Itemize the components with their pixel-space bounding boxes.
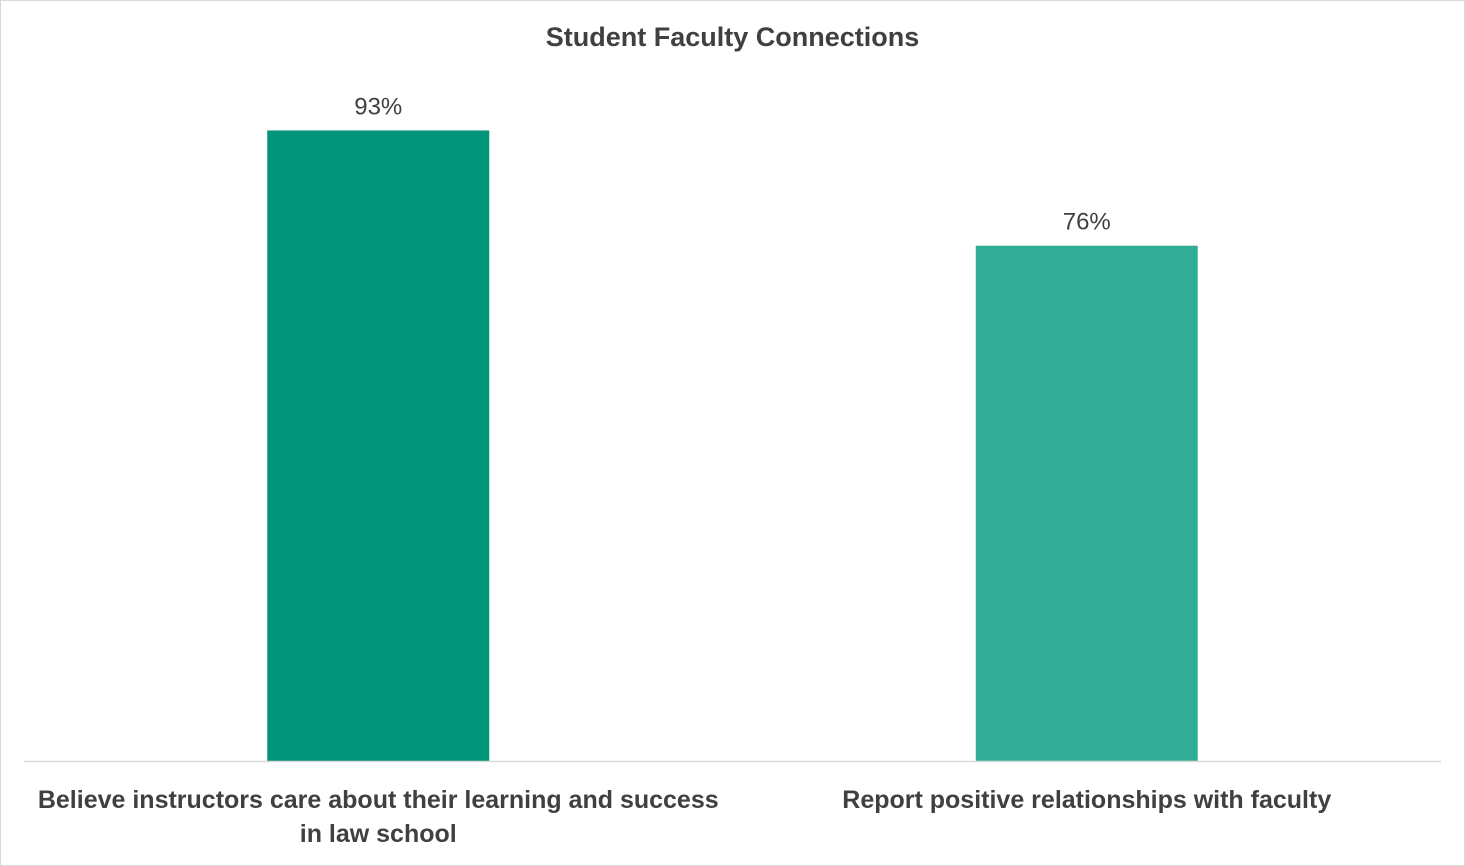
data-label-1: 93% [354, 93, 402, 120]
data-label-2: 76% [1063, 209, 1111, 236]
category-label: Believe instructors care about their lea… [37, 786, 719, 848]
bar-2 [975, 245, 1198, 762]
bar-1 [267, 130, 490, 761]
chart-title: Student Faculty Connections [545, 22, 920, 52]
data-labels-layer: 93% 76% [354, 93, 1111, 235]
bars-layer [267, 130, 1198, 762]
category-label: Report positive relationships with facul… [842, 786, 1332, 814]
